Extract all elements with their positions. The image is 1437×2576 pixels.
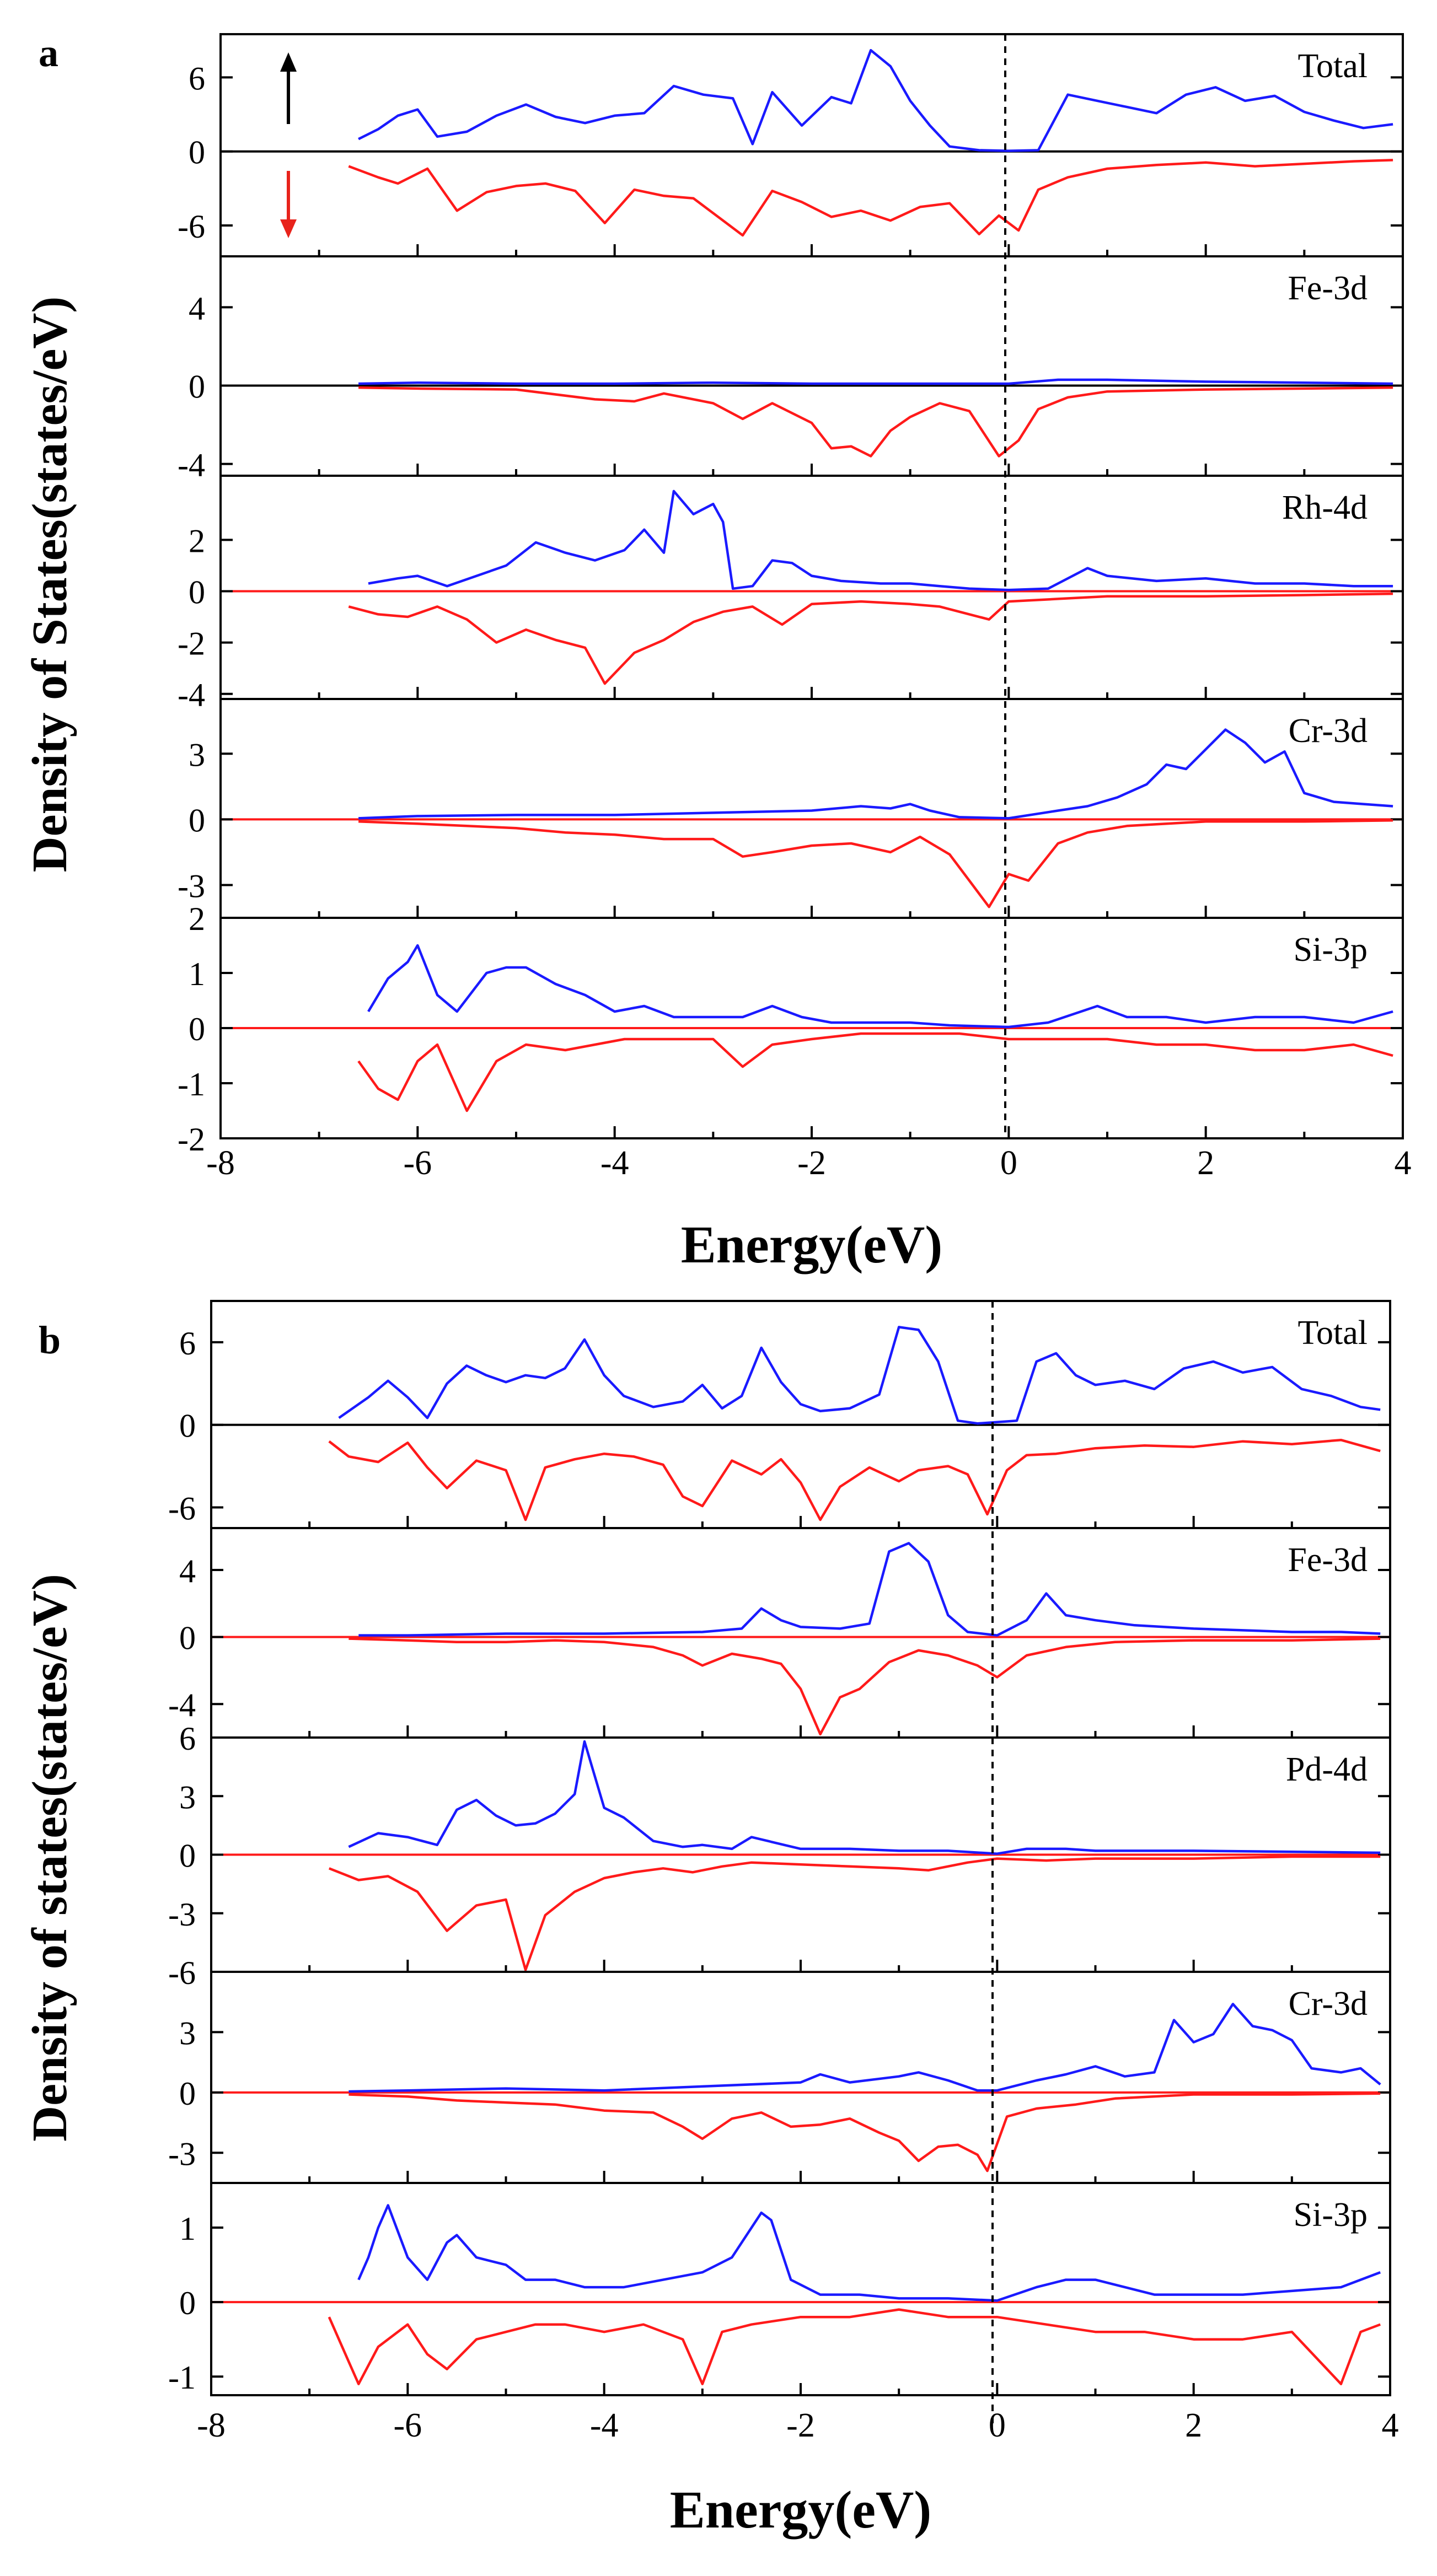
panel-label: a xyxy=(39,31,58,75)
y-tick-label: 4 xyxy=(179,1553,196,1589)
y-tick-label: -2 xyxy=(178,1121,205,1158)
subplot-label: Rh-4d xyxy=(1282,489,1368,526)
y-tick-label: -6 xyxy=(168,1955,196,1991)
subplot-label: Si-3p xyxy=(1294,2196,1368,2234)
panel-label: b xyxy=(39,1318,61,1362)
x-tick-label: -4 xyxy=(600,1144,629,1182)
y-tick-label: 2 xyxy=(189,901,205,937)
x-tick-label: -4 xyxy=(590,2407,619,2444)
y-tick-label: -6 xyxy=(178,208,205,245)
x-tick-label: -2 xyxy=(786,2407,815,2444)
y-tick-label: -6 xyxy=(168,1491,196,1527)
spin-down-line xyxy=(328,2308,1381,2385)
subplot-frame xyxy=(210,1971,1391,2184)
subplot-frame xyxy=(210,1300,1391,1529)
y-tick-label: 6 xyxy=(189,60,205,96)
x-tick-label: 2 xyxy=(1197,1144,1214,1182)
y-tick-label: 3 xyxy=(189,736,205,773)
subplot-frame xyxy=(210,1527,1391,1739)
subplot-label: Si-3p xyxy=(1294,931,1368,969)
y-tick-label: -4 xyxy=(178,677,205,713)
y-tick-label: -3 xyxy=(168,1896,196,1933)
y-tick-label: -3 xyxy=(178,868,205,904)
x-tick-label: 0 xyxy=(1000,1144,1017,1182)
x-tick-label: 0 xyxy=(989,2407,1006,2444)
y-tick-label: -1 xyxy=(178,1066,205,1103)
subplot-label: Total xyxy=(1297,1314,1368,1352)
y-tick-label: -3 xyxy=(168,2136,196,2172)
x-tick-label: 4 xyxy=(1395,1144,1412,1182)
spin-down-line xyxy=(348,2092,1381,2172)
y-tick-label: 0 xyxy=(179,1838,196,1874)
y-tick-label: 0 xyxy=(179,2285,196,2321)
subplot-label: Total xyxy=(1297,47,1368,85)
spin-down-line xyxy=(357,1032,1393,1112)
y-tick-label: -2 xyxy=(178,626,205,662)
subplot-label: Fe-3d xyxy=(1288,1541,1368,1579)
spin-arrows xyxy=(280,52,297,238)
y-tick-label: 0 xyxy=(189,1011,205,1047)
y-tick-label: 0 xyxy=(189,135,205,171)
x-tick-label: -8 xyxy=(206,1144,235,1182)
spin-down-line xyxy=(328,1855,1381,1971)
x-tick-label: -2 xyxy=(797,1144,826,1182)
y-tick-label: 0 xyxy=(179,1620,196,1657)
x-axis-label: Energy(eV) xyxy=(670,2480,932,2539)
subplot-label: Cr-3d xyxy=(1289,712,1368,750)
y-tick-label: 0 xyxy=(179,1408,196,1444)
y-tick-label: 0 xyxy=(189,369,205,405)
subplot-frame xyxy=(219,255,1404,477)
spin-up-line xyxy=(348,2003,1381,2093)
spin-down-line xyxy=(328,1438,1381,1521)
x-axis-label: Energy(eV) xyxy=(681,1215,943,1274)
spin-up-line xyxy=(338,1326,1381,1425)
spin-down-line xyxy=(348,1637,1381,1736)
y-tick-label: 0 xyxy=(179,2075,196,2112)
spin-up-line xyxy=(358,49,1393,152)
spin-down-line xyxy=(358,386,1393,458)
spin-up-line xyxy=(358,1542,1381,1637)
x-tick-label: -6 xyxy=(404,1144,432,1182)
subplot-frame xyxy=(219,698,1404,919)
subplot-frame xyxy=(219,33,1404,257)
spin-down-line xyxy=(348,159,1393,237)
subplot-label: Fe-3d xyxy=(1288,270,1368,307)
y-tick-label: 1 xyxy=(179,2211,196,2247)
spin-up-line xyxy=(357,2204,1381,2302)
y-axis-label: Density of States(states/eV) xyxy=(23,297,77,873)
y-tick-label: 6 xyxy=(179,1325,196,1362)
spin-down-line xyxy=(348,592,1393,685)
subplot-frame xyxy=(210,2182,1391,2396)
y-tick-label: -4 xyxy=(178,447,205,483)
y-axis-label: Density of states(states/eV) xyxy=(23,1574,77,2142)
subplot-frame xyxy=(219,475,1404,700)
up-arrow-icon xyxy=(280,52,297,72)
y-tick-label: 1 xyxy=(189,956,205,992)
y-tick-label: -4 xyxy=(168,1687,196,1723)
subplot-label: Pd-4d xyxy=(1286,1751,1368,1788)
spin-up-line xyxy=(367,944,1393,1029)
y-tick-label: 0 xyxy=(189,802,205,838)
y-tick-label: 4 xyxy=(189,290,205,326)
x-tick-label: -6 xyxy=(394,2407,422,2444)
y-tick-label: 0 xyxy=(189,574,205,610)
y-tick-label: 2 xyxy=(189,523,205,559)
y-tick-label: 3 xyxy=(179,1779,196,1815)
y-tick-label: 3 xyxy=(179,2015,196,2051)
spin-down-line xyxy=(358,819,1393,908)
x-tick-label: -8 xyxy=(197,2407,226,2444)
spin-up-line xyxy=(358,378,1393,385)
spin-up-line xyxy=(368,490,1393,591)
x-tick-label: 2 xyxy=(1185,2407,1202,2444)
subplot-label: Cr-3d xyxy=(1289,1985,1368,2023)
spin-up-line xyxy=(348,1740,1381,1855)
y-tick-label: -1 xyxy=(168,2359,196,2396)
x-tick-label: 4 xyxy=(1382,2407,1399,2444)
spin-up-line xyxy=(358,728,1393,820)
down-arrow-icon xyxy=(280,219,297,238)
y-tick-label: 6 xyxy=(179,1720,196,1757)
